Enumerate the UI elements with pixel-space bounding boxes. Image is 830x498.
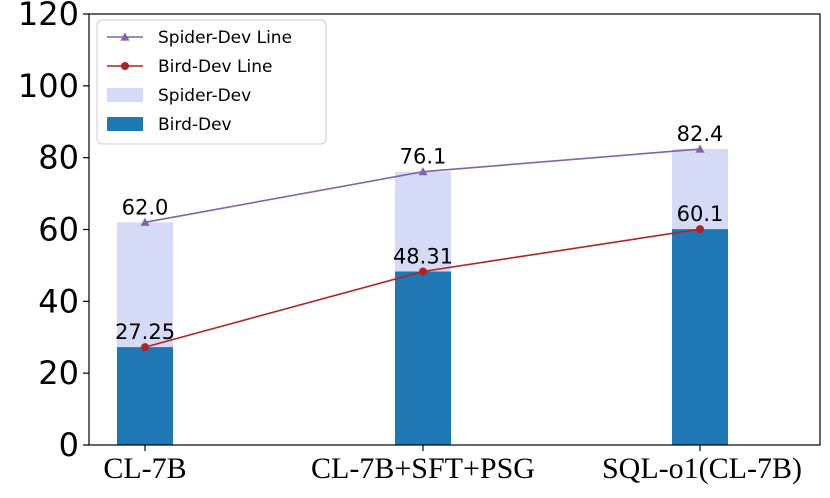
y-tick-label-5: 100 [18, 67, 79, 105]
y-tick-label-0: 0 [59, 426, 79, 464]
label-bird-dev-0: 27.25 [115, 320, 175, 344]
y-tick-label-3: 60 [38, 211, 79, 249]
legend-swatch-spider-dev [107, 88, 143, 102]
bar-bird-dev-2 [672, 229, 728, 445]
spider-dev-point-1 [418, 167, 428, 176]
y-tick-label-2: 40 [38, 282, 79, 320]
legend-swatch-bird-dev [107, 117, 143, 131]
y-tick-label-1: 20 [38, 354, 79, 392]
label-bird-dev-1: 48.31 [393, 244, 453, 268]
legend-marker-bird-dev-line [121, 62, 129, 70]
legend-label-bird-dev-line: Bird-Dev Line [158, 57, 272, 77]
bird-dev-point-0 [141, 343, 149, 352]
x-tick-label-0: CL-7B [103, 452, 186, 485]
spider-dev-point-2 [695, 144, 705, 153]
bird-dev-point-2 [696, 225, 704, 234]
x-tick-label-2: SQL-o1(CL-7B) [602, 452, 802, 485]
legend-label-spider-dev-line: Spider-Dev Line [158, 28, 292, 48]
bar-bird-dev-0 [117, 347, 173, 445]
y-tick-label-6: 120 [18, 0, 79, 33]
bar-bird-dev-1 [395, 271, 451, 445]
bird-dev-point-1 [419, 267, 427, 276]
label-spider-dev-1: 76.1 [400, 145, 447, 169]
spider-dev-point-0 [140, 217, 150, 226]
label-spider-dev-0: 62.0 [122, 195, 169, 219]
legend-label-bird-dev: Bird-Dev [158, 115, 232, 135]
label-bird-dev-2: 60.1 [677, 202, 724, 226]
legend-marker-spider-dev-line [120, 32, 130, 41]
legend-box [96, 19, 327, 145]
y-tick-label-4: 80 [38, 139, 79, 177]
x-tick-label-1: CL-7B+SFT+PSG [311, 452, 535, 485]
label-spider-dev-2: 82.4 [677, 122, 724, 146]
legend-label-spider-dev: Spider-Dev [158, 86, 251, 106]
